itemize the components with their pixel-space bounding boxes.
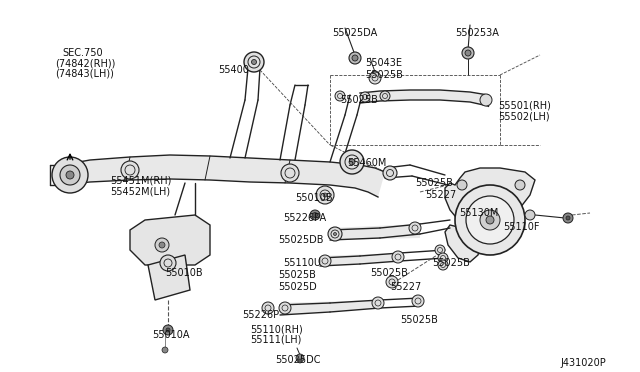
- Text: 55227: 55227: [425, 190, 456, 200]
- Circle shape: [333, 232, 337, 235]
- Text: 55110(RH): 55110(RH): [250, 324, 303, 334]
- Text: (74842(RH)): (74842(RH)): [55, 58, 115, 68]
- Circle shape: [349, 52, 361, 64]
- Circle shape: [328, 227, 342, 241]
- Circle shape: [412, 295, 424, 307]
- Circle shape: [563, 213, 573, 223]
- Text: 55501(RH): 55501(RH): [498, 100, 551, 110]
- Text: 55025D: 55025D: [278, 282, 317, 292]
- Circle shape: [352, 55, 358, 61]
- Polygon shape: [280, 300, 380, 315]
- Circle shape: [298, 359, 302, 363]
- Circle shape: [371, 71, 379, 79]
- Circle shape: [66, 171, 74, 179]
- Polygon shape: [360, 90, 488, 106]
- Text: 55025B: 55025B: [340, 95, 378, 105]
- Circle shape: [163, 325, 173, 335]
- Text: 55400: 55400: [218, 65, 249, 75]
- Text: 55025DA: 55025DA: [332, 28, 377, 38]
- Circle shape: [372, 297, 384, 309]
- Circle shape: [244, 52, 264, 72]
- Circle shape: [335, 91, 345, 101]
- Text: 55451M(RH): 55451M(RH): [110, 175, 172, 185]
- Circle shape: [121, 161, 139, 179]
- Circle shape: [252, 60, 257, 64]
- Circle shape: [312, 212, 317, 218]
- Polygon shape: [330, 224, 420, 240]
- Circle shape: [160, 255, 176, 271]
- Circle shape: [386, 276, 398, 288]
- Text: 55010B: 55010B: [165, 268, 203, 278]
- Text: 55025B: 55025B: [278, 270, 316, 280]
- Circle shape: [360, 92, 370, 102]
- Text: 55227: 55227: [390, 282, 421, 292]
- Text: 55025DB: 55025DB: [278, 235, 323, 245]
- Circle shape: [380, 91, 390, 101]
- Circle shape: [296, 354, 304, 362]
- Text: 55111(LH): 55111(LH): [250, 335, 301, 345]
- Text: 55460M: 55460M: [347, 158, 387, 168]
- Circle shape: [316, 186, 334, 204]
- Circle shape: [392, 251, 404, 263]
- Text: 55452M(LH): 55452M(LH): [110, 186, 170, 196]
- Circle shape: [438, 253, 448, 263]
- Circle shape: [455, 185, 525, 255]
- Circle shape: [409, 222, 421, 234]
- Circle shape: [159, 242, 165, 248]
- Circle shape: [323, 193, 327, 197]
- Circle shape: [369, 72, 381, 84]
- Text: 55025B: 55025B: [432, 258, 470, 268]
- Text: 550253A: 550253A: [455, 28, 499, 38]
- Text: 55226PA: 55226PA: [283, 213, 326, 223]
- Polygon shape: [445, 225, 482, 262]
- Circle shape: [166, 328, 170, 332]
- Circle shape: [525, 210, 535, 220]
- Circle shape: [486, 216, 494, 224]
- Text: 55130M: 55130M: [459, 208, 499, 218]
- Circle shape: [462, 47, 474, 59]
- Text: 55110F: 55110F: [503, 222, 540, 232]
- Text: 55025B: 55025B: [365, 70, 403, 80]
- Circle shape: [480, 210, 500, 230]
- Text: 55226P: 55226P: [242, 310, 279, 320]
- Polygon shape: [130, 215, 210, 265]
- Circle shape: [349, 159, 355, 165]
- Circle shape: [480, 94, 492, 106]
- Text: SEC.750: SEC.750: [62, 48, 102, 58]
- Circle shape: [466, 196, 514, 244]
- Text: 55025B: 55025B: [370, 268, 408, 278]
- Text: J431020P: J431020P: [560, 358, 605, 368]
- Circle shape: [438, 260, 448, 270]
- Polygon shape: [320, 253, 400, 266]
- Circle shape: [281, 164, 299, 182]
- Text: (74843(LH)): (74843(LH)): [55, 68, 114, 78]
- Circle shape: [262, 302, 274, 314]
- Polygon shape: [62, 155, 385, 197]
- Circle shape: [435, 245, 445, 255]
- Circle shape: [319, 255, 331, 267]
- Circle shape: [566, 216, 570, 220]
- Circle shape: [60, 165, 80, 185]
- Circle shape: [162, 347, 168, 353]
- Polygon shape: [445, 168, 535, 228]
- Circle shape: [465, 50, 471, 56]
- Circle shape: [340, 150, 364, 174]
- Text: 55502(LH): 55502(LH): [498, 111, 550, 121]
- Text: 55110U: 55110U: [283, 258, 321, 268]
- Circle shape: [310, 210, 320, 220]
- Text: 55025B: 55025B: [400, 315, 438, 325]
- Circle shape: [383, 166, 397, 180]
- Circle shape: [279, 302, 291, 314]
- Text: 55010A: 55010A: [152, 330, 189, 340]
- Circle shape: [155, 238, 169, 252]
- Polygon shape: [148, 255, 190, 300]
- Circle shape: [52, 157, 88, 193]
- Text: 55010B: 55010B: [295, 193, 333, 203]
- Circle shape: [457, 180, 467, 190]
- Circle shape: [515, 180, 525, 190]
- Text: 55043E: 55043E: [365, 58, 402, 68]
- Text: 55025DC: 55025DC: [275, 355, 321, 365]
- Text: 55025B: 55025B: [415, 178, 453, 188]
